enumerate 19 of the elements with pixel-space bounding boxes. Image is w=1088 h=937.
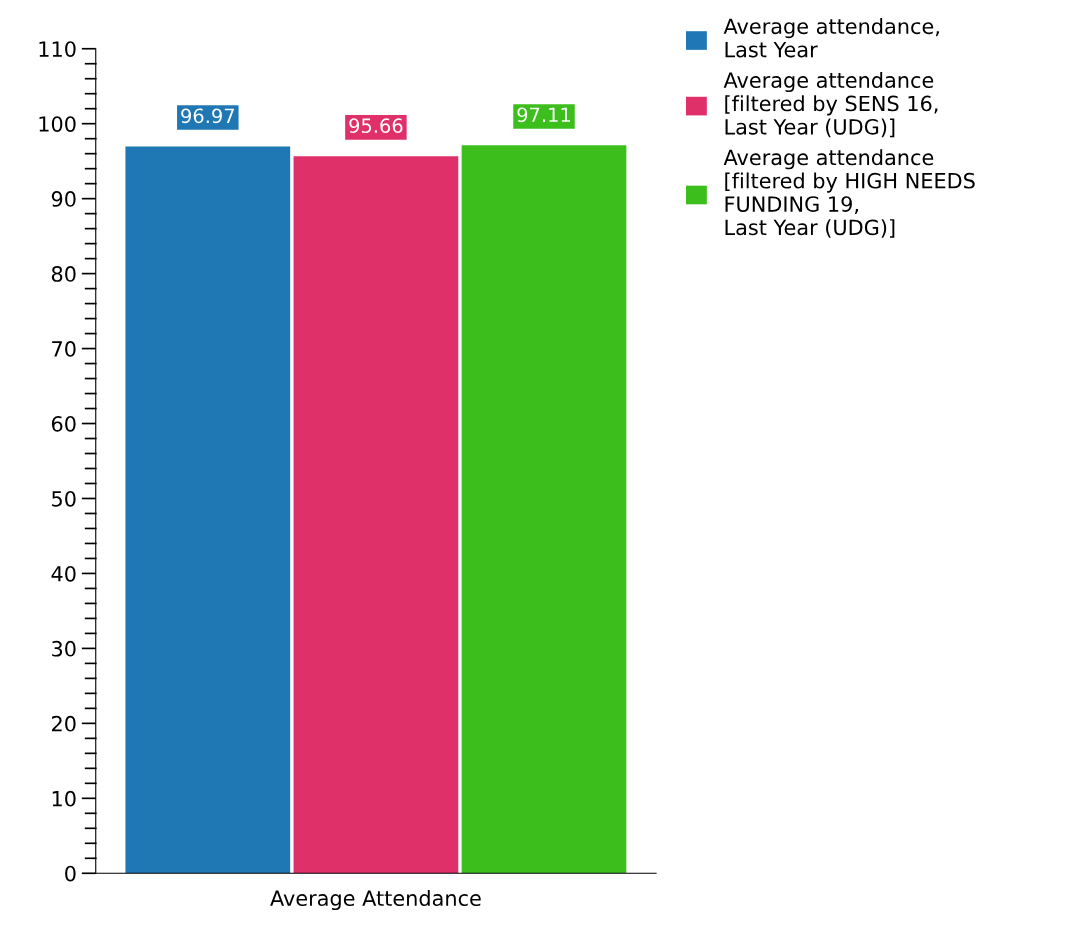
y-tick-label: 80 (51, 266, 76, 282)
y-tick-label: 30 (52, 640, 76, 657)
y-tick-label: 90 (51, 191, 76, 207)
y-tick-label: 60 (51, 415, 76, 432)
y-tick-label: 40 (51, 565, 76, 582)
y-tick-label: 10 (52, 790, 76, 807)
y-tick-label: 70 (52, 341, 76, 357)
y-tick-label: 20 (52, 715, 76, 732)
data-label: 95.66 (349, 118, 403, 133)
x-tick-label: Average Attendance (270, 889, 481, 911)
y-tick-label: 50 (52, 490, 76, 507)
legend-label: Average attendance, Last Year (723, 18, 939, 58)
y-tick-label: 100 (39, 116, 76, 132)
legend-label: Average attendance [filtered by HIGH NEEDS FUNDING 19, Last Year (UDG)] (723, 149, 975, 238)
legend-label: Average attendance [filtered by SENS 16, Last Year (UDG)] (723, 71, 938, 138)
y-tick-label: 110 (39, 41, 76, 57)
data-label: 96.97 (181, 108, 234, 124)
data-label: 97.11 (517, 107, 571, 123)
y-tick-label: 0 (65, 865, 76, 882)
